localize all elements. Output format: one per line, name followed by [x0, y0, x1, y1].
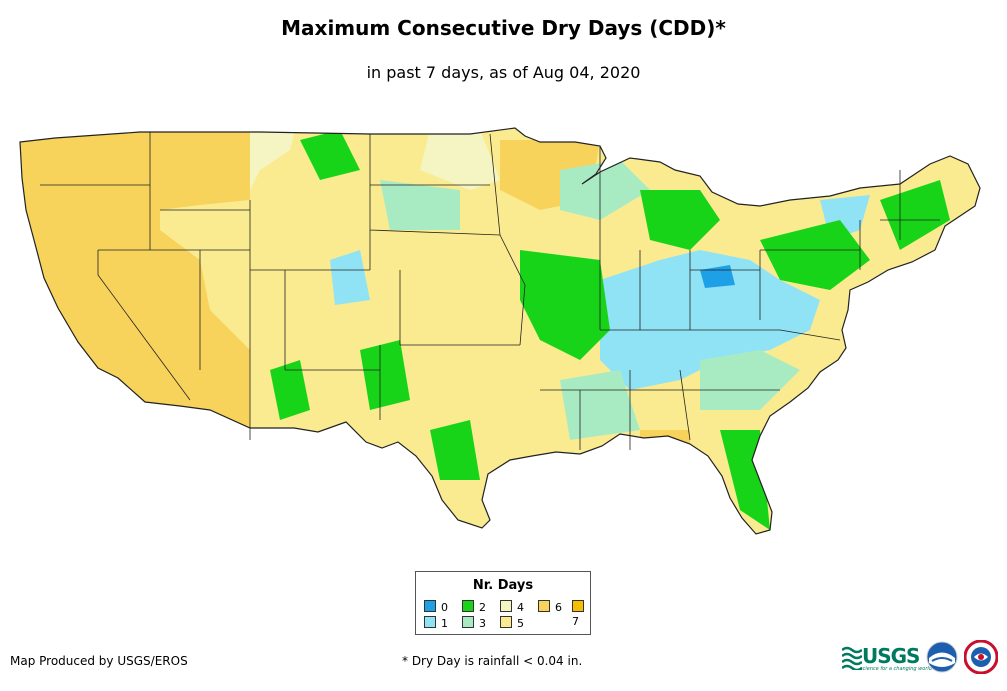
usgs-logo-icon: [842, 646, 862, 670]
legend-title: Nr. Days: [472, 578, 534, 593]
legend-label-0: 0: [441, 601, 448, 614]
dry-day-note: * Dry Day is rainfall < 0.04 in.: [402, 654, 583, 668]
nws-logo-icon: [964, 640, 998, 674]
legend-swatch-7: [572, 600, 584, 612]
legend-label-3: 3: [479, 617, 486, 630]
legend-swatch-5: [500, 616, 512, 628]
legend-label-4: 4: [517, 601, 524, 614]
legend-swatch-6: [538, 600, 550, 612]
map-subtitle: in past 7 days, as of Aug 04, 2020: [366, 63, 641, 82]
legend-item-2: 2: [462, 600, 486, 614]
usgs-tagline: science for a changing world: [860, 666, 932, 672]
legend-item-1: 1: [424, 616, 448, 630]
legend-label-2: 2: [479, 601, 486, 614]
legend-label-6: 6: [555, 601, 562, 614]
legend-label-5: 5: [517, 617, 524, 630]
legend-item-3: 3: [462, 616, 486, 630]
legend-items: 0 1 2 3 4 5 6 7: [424, 600, 594, 632]
legend-label-7: 7: [572, 615, 579, 628]
legend-item-4: 4: [500, 600, 524, 614]
legend-item-6: 6: [538, 600, 562, 614]
agency-logos: USGS science for a changing world: [842, 638, 1002, 678]
legend-item-5: 5: [500, 616, 524, 630]
legend-swatch-2: [462, 600, 474, 612]
legend-swatch-0: [424, 600, 436, 612]
cdd-map: [19, 127, 981, 535]
noaa-logo-icon: [926, 641, 958, 673]
legend-swatch-3: [462, 616, 474, 628]
legend-label-1: 1: [441, 617, 448, 630]
map-title: Maximum Consecutive Dry Days (CDD)*: [281, 16, 726, 40]
map-credit: Map Produced by USGS/EROS: [10, 654, 188, 668]
legend-swatch-1: [424, 616, 436, 628]
legend-item-0: 0: [424, 600, 448, 614]
legend-item-7: 7: [572, 600, 594, 628]
legend-swatch-4: [500, 600, 512, 612]
legend: Nr. Days 0 1 2 3 4 5 6 7: [415, 571, 591, 635]
usgs-logo-text: USGS: [862, 644, 920, 668]
